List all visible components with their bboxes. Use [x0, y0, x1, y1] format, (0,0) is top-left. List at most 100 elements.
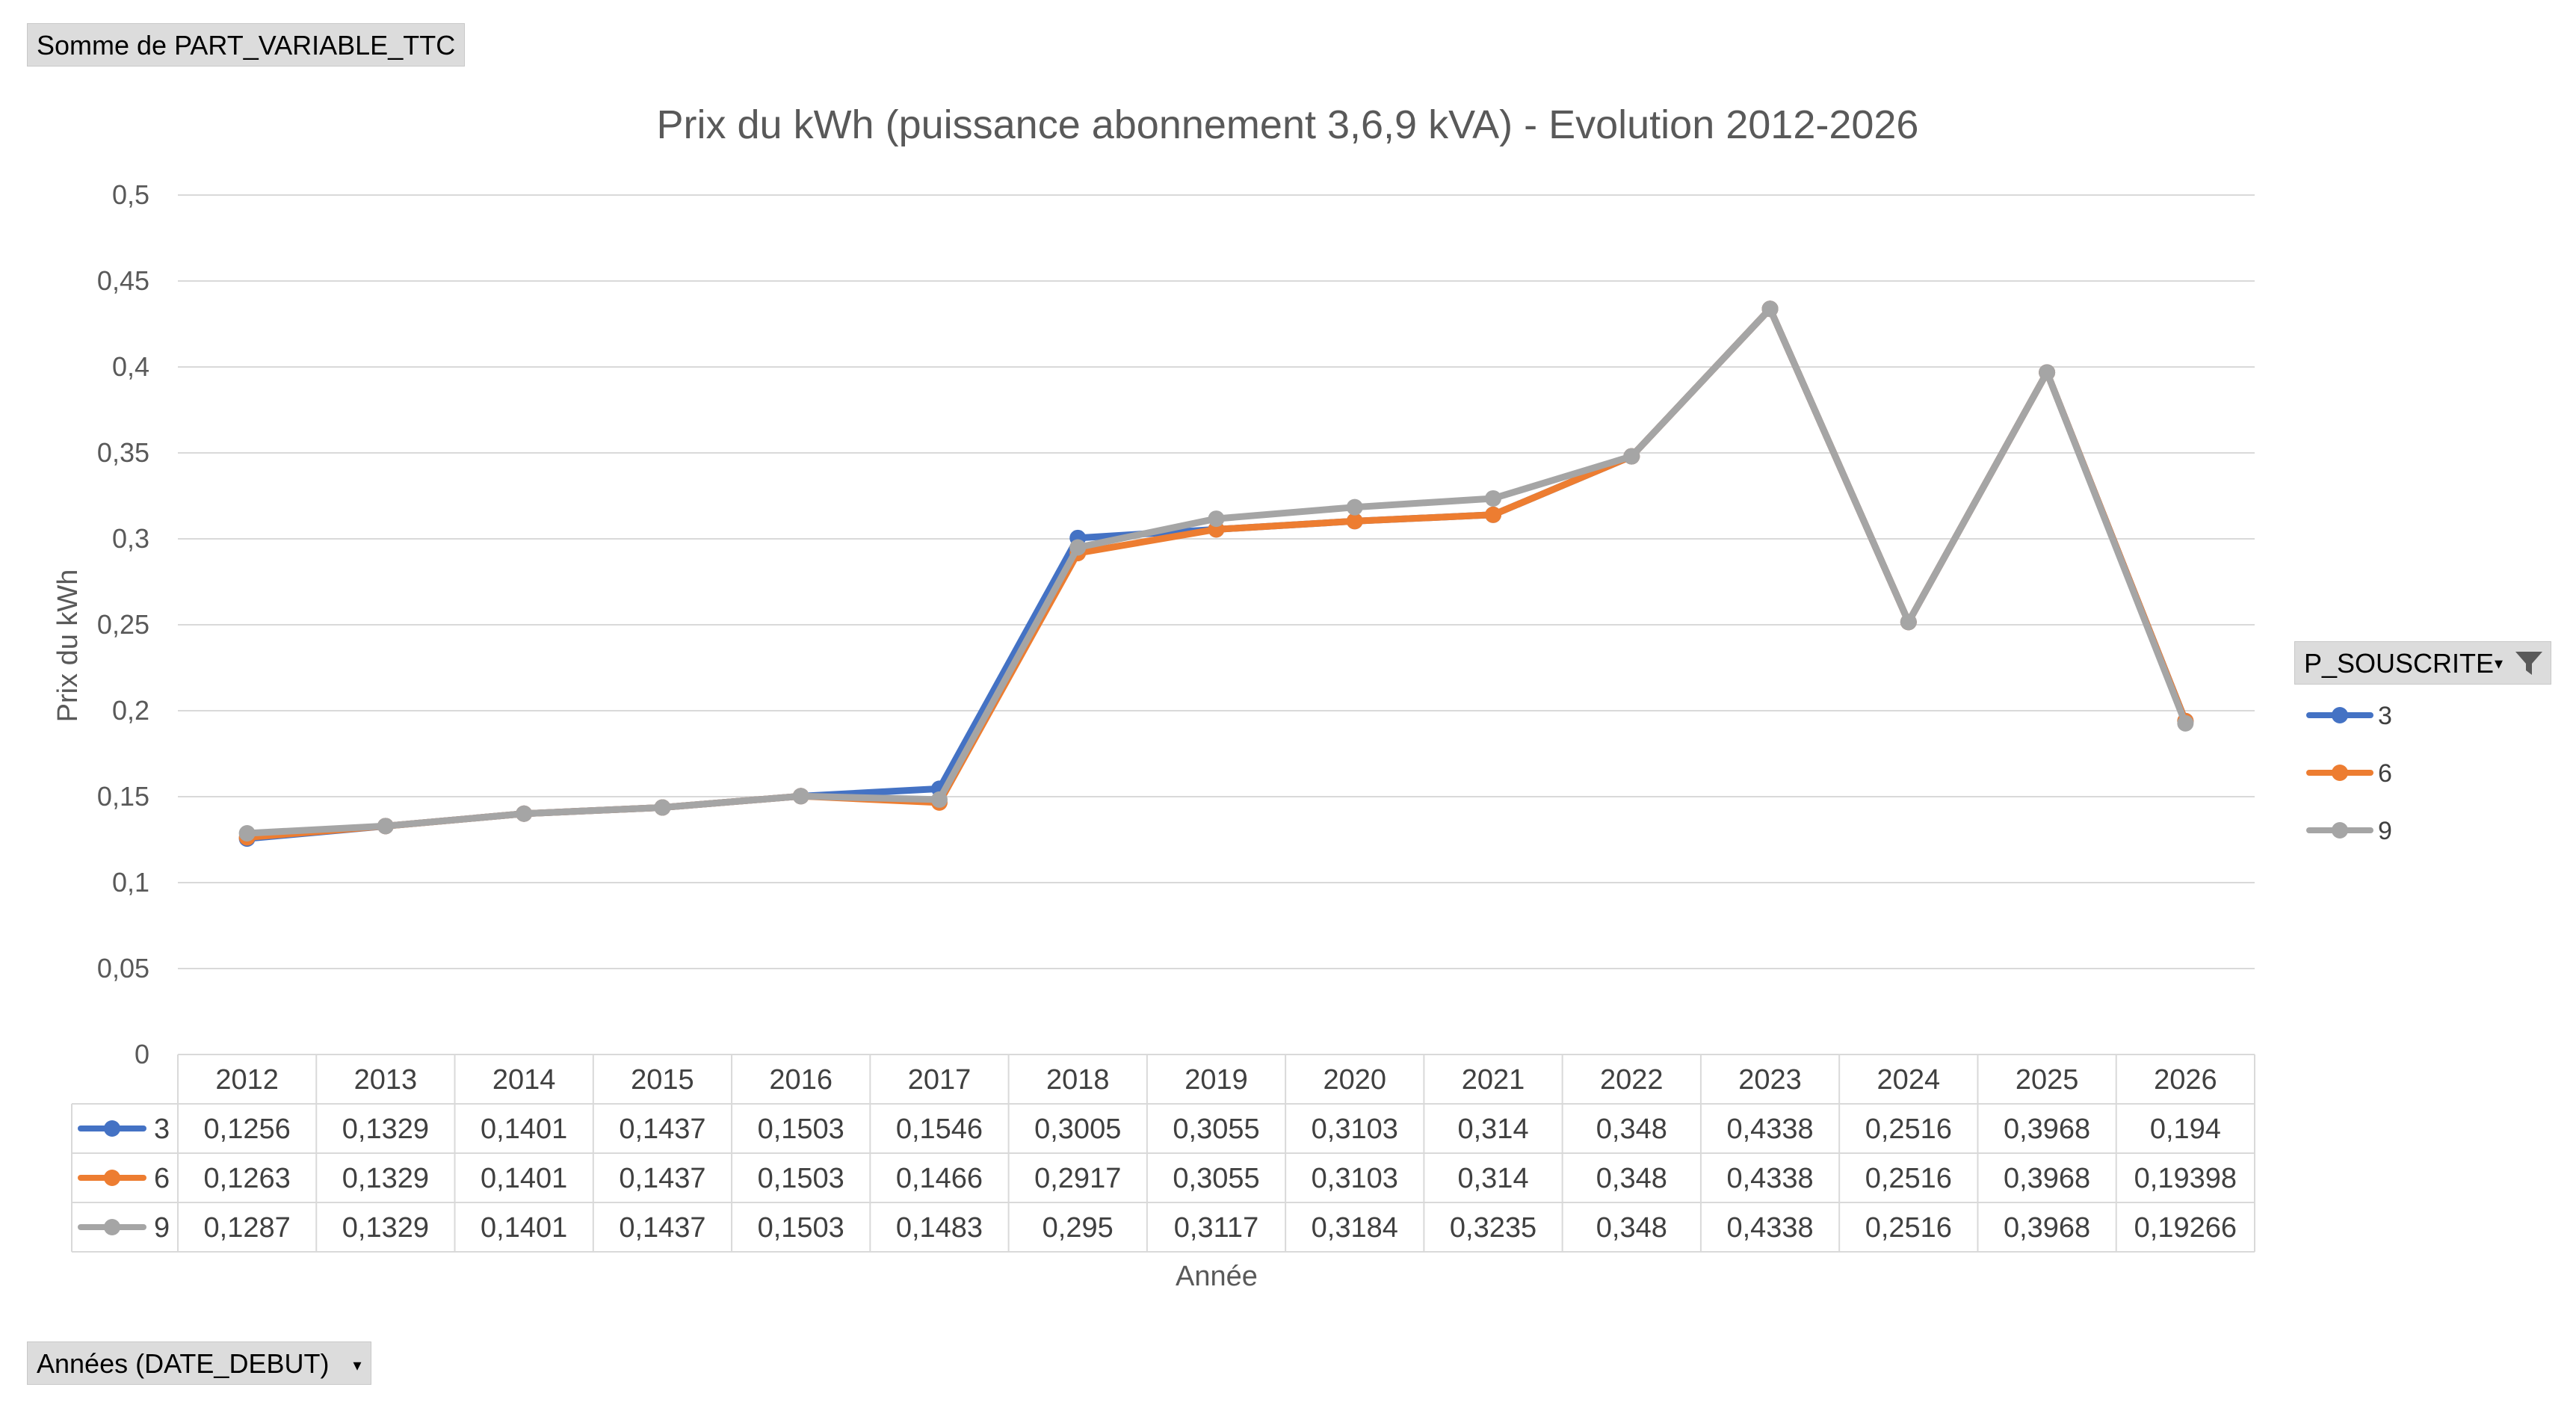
- data-point: [2039, 364, 2056, 381]
- data-label: 0,4338: [1726, 1114, 1813, 1145]
- data-point: [1069, 539, 1087, 556]
- series-line: [244, 305, 2189, 842]
- data-label: 0,19266: [2134, 1212, 2237, 1244]
- legend-marker: [2332, 765, 2348, 781]
- data-label: 0,1263: [204, 1163, 291, 1194]
- series-name-label: 6: [154, 1163, 170, 1194]
- data-label: 0,3055: [1173, 1114, 1259, 1145]
- data-label: 0,3968: [2004, 1163, 2090, 1194]
- data-label: 0,295: [1043, 1212, 1114, 1244]
- values-field-button[interactable]: Somme de PART_VARIABLE_TTC: [27, 23, 466, 67]
- data-label: 0,1401: [481, 1114, 567, 1145]
- data-label: 0,19398: [2134, 1163, 2237, 1194]
- data-label: 0,3103: [1312, 1163, 1398, 1194]
- data-label: 0,3117: [1174, 1212, 1258, 1244]
- y-tick-label: 0,3: [112, 523, 149, 554]
- x-tick-label: 2016: [769, 1064, 833, 1096]
- data-label: 0,1437: [619, 1163, 705, 1194]
- values-field-label: Somme de PART_VARIABLE_TTC: [37, 30, 456, 61]
- data-label: 0,3055: [1173, 1163, 1259, 1194]
- data-label: 0,314: [1457, 1114, 1528, 1145]
- series-name-label: 9: [154, 1212, 170, 1244]
- x-tick-label: 2012: [215, 1064, 279, 1096]
- rows-field-button[interactable]: Années (DATE_DEBUT) ▾: [27, 1341, 371, 1385]
- data-point: [792, 788, 809, 805]
- data-label: 0,3235: [1450, 1212, 1536, 1244]
- data-point: [1346, 498, 1363, 516]
- x-tick-label: 2017: [908, 1064, 972, 1096]
- data-label: 0,3184: [1312, 1212, 1398, 1244]
- data-label: 0,194: [2150, 1114, 2221, 1145]
- data-point: [654, 799, 671, 816]
- data-label: 0,1287: [204, 1212, 291, 1244]
- series-6: [238, 300, 2194, 846]
- y-tick-label: 0,15: [97, 781, 149, 812]
- data-label: 0,3005: [1034, 1114, 1121, 1145]
- x-tick-label: 2025: [2016, 1064, 2079, 1096]
- y-tick-label: 0,2: [112, 695, 149, 726]
- data-label: 0,1329: [342, 1163, 429, 1194]
- data-label: 0,3103: [1312, 1114, 1398, 1145]
- legend-key-marker: [104, 1219, 120, 1235]
- data-label: 0,1437: [619, 1114, 705, 1145]
- legend: 3 6 9: [2306, 702, 2392, 845]
- data-label: 0,4338: [1726, 1212, 1813, 1244]
- y-tick-label: 0,05: [97, 953, 149, 984]
- y-tick-label: 0,1: [112, 867, 149, 898]
- data-label: 0,3968: [2004, 1114, 2090, 1145]
- x-tick-label: 2015: [631, 1064, 694, 1096]
- y-tick-label: 0,25: [97, 609, 149, 640]
- data-label: 0,2516: [1865, 1163, 1952, 1194]
- legend-marker: [2332, 707, 2348, 723]
- x-tick-label: 2026: [2154, 1064, 2217, 1096]
- data-point: [1346, 513, 1363, 530]
- gridlines: [178, 194, 2255, 969]
- data-label: 0,1437: [619, 1212, 705, 1244]
- data-label: 0,1546: [896, 1114, 983, 1145]
- x-tick-label: 2014: [492, 1064, 556, 1096]
- data-label: 0,1503: [758, 1114, 844, 1145]
- y-axis-ticks: 0 0,05 0,1 0,15 0,2 0,25 0,3 0,35 0,4 0,45 0,5: [97, 179, 149, 1069]
- data-label: 0,348: [1596, 1163, 1667, 1194]
- data-label: 0,2516: [1865, 1212, 1952, 1244]
- data-label: 0,1329: [342, 1114, 429, 1145]
- data-point: [238, 824, 256, 842]
- x-axis-title: Année: [1176, 1261, 1258, 1292]
- legend-field-button[interactable]: P_SOUSCRITE ▾: [2294, 641, 2551, 685]
- data-label: 0,1503: [758, 1163, 844, 1194]
- legend-marker: [2332, 822, 2348, 839]
- x-tick-label: 2013: [354, 1064, 418, 1096]
- x-tick-label: 2024: [1877, 1064, 1941, 1096]
- dropdown-icon: ▾: [2494, 654, 2503, 673]
- chart-title: Prix du kWh (puissance abonnement 3,6,9 …: [657, 102, 1919, 147]
- legend-label: 6: [2378, 759, 2392, 788]
- data-label: 0,4338: [1726, 1163, 1813, 1194]
- legend-label: 3: [2378, 702, 2392, 730]
- data-label: 0,2917: [1034, 1163, 1121, 1194]
- series-lines: [238, 300, 2194, 847]
- dropdown-icon: ▾: [353, 1356, 362, 1375]
- legend-field-label: P_SOUSCRITE: [2304, 648, 2495, 679]
- series-name-label: 3: [154, 1114, 170, 1145]
- legend-key-marker: [104, 1120, 120, 1137]
- data-point: [1485, 506, 1502, 523]
- x-tick-label: 2021: [1462, 1064, 1525, 1096]
- data-point: [1485, 490, 1502, 507]
- data-label: 0,314: [1457, 1163, 1528, 1194]
- rows-field-label: Années (DATE_DEBUT): [37, 1348, 330, 1379]
- data-label: 0,1329: [342, 1212, 429, 1244]
- data-point: [1900, 614, 1917, 631]
- y-tick-label: 0,5: [112, 179, 149, 210]
- data-label: 0,1466: [896, 1163, 983, 1194]
- y-tick-label: 0,4: [112, 351, 149, 382]
- data-label: 0,2516: [1865, 1114, 1952, 1145]
- data-label: 0,1256: [204, 1114, 291, 1145]
- y-tick-label: 0,35: [97, 437, 149, 468]
- data-point: [930, 791, 948, 808]
- data-label: 0,348: [1596, 1114, 1667, 1145]
- legend-key-marker: [104, 1170, 120, 1186]
- data-label: 0,348: [1596, 1212, 1667, 1244]
- x-tick-label: 2023: [1738, 1064, 1802, 1096]
- series-9: [238, 300, 2194, 842]
- x-tick-label: 2020: [1323, 1064, 1386, 1096]
